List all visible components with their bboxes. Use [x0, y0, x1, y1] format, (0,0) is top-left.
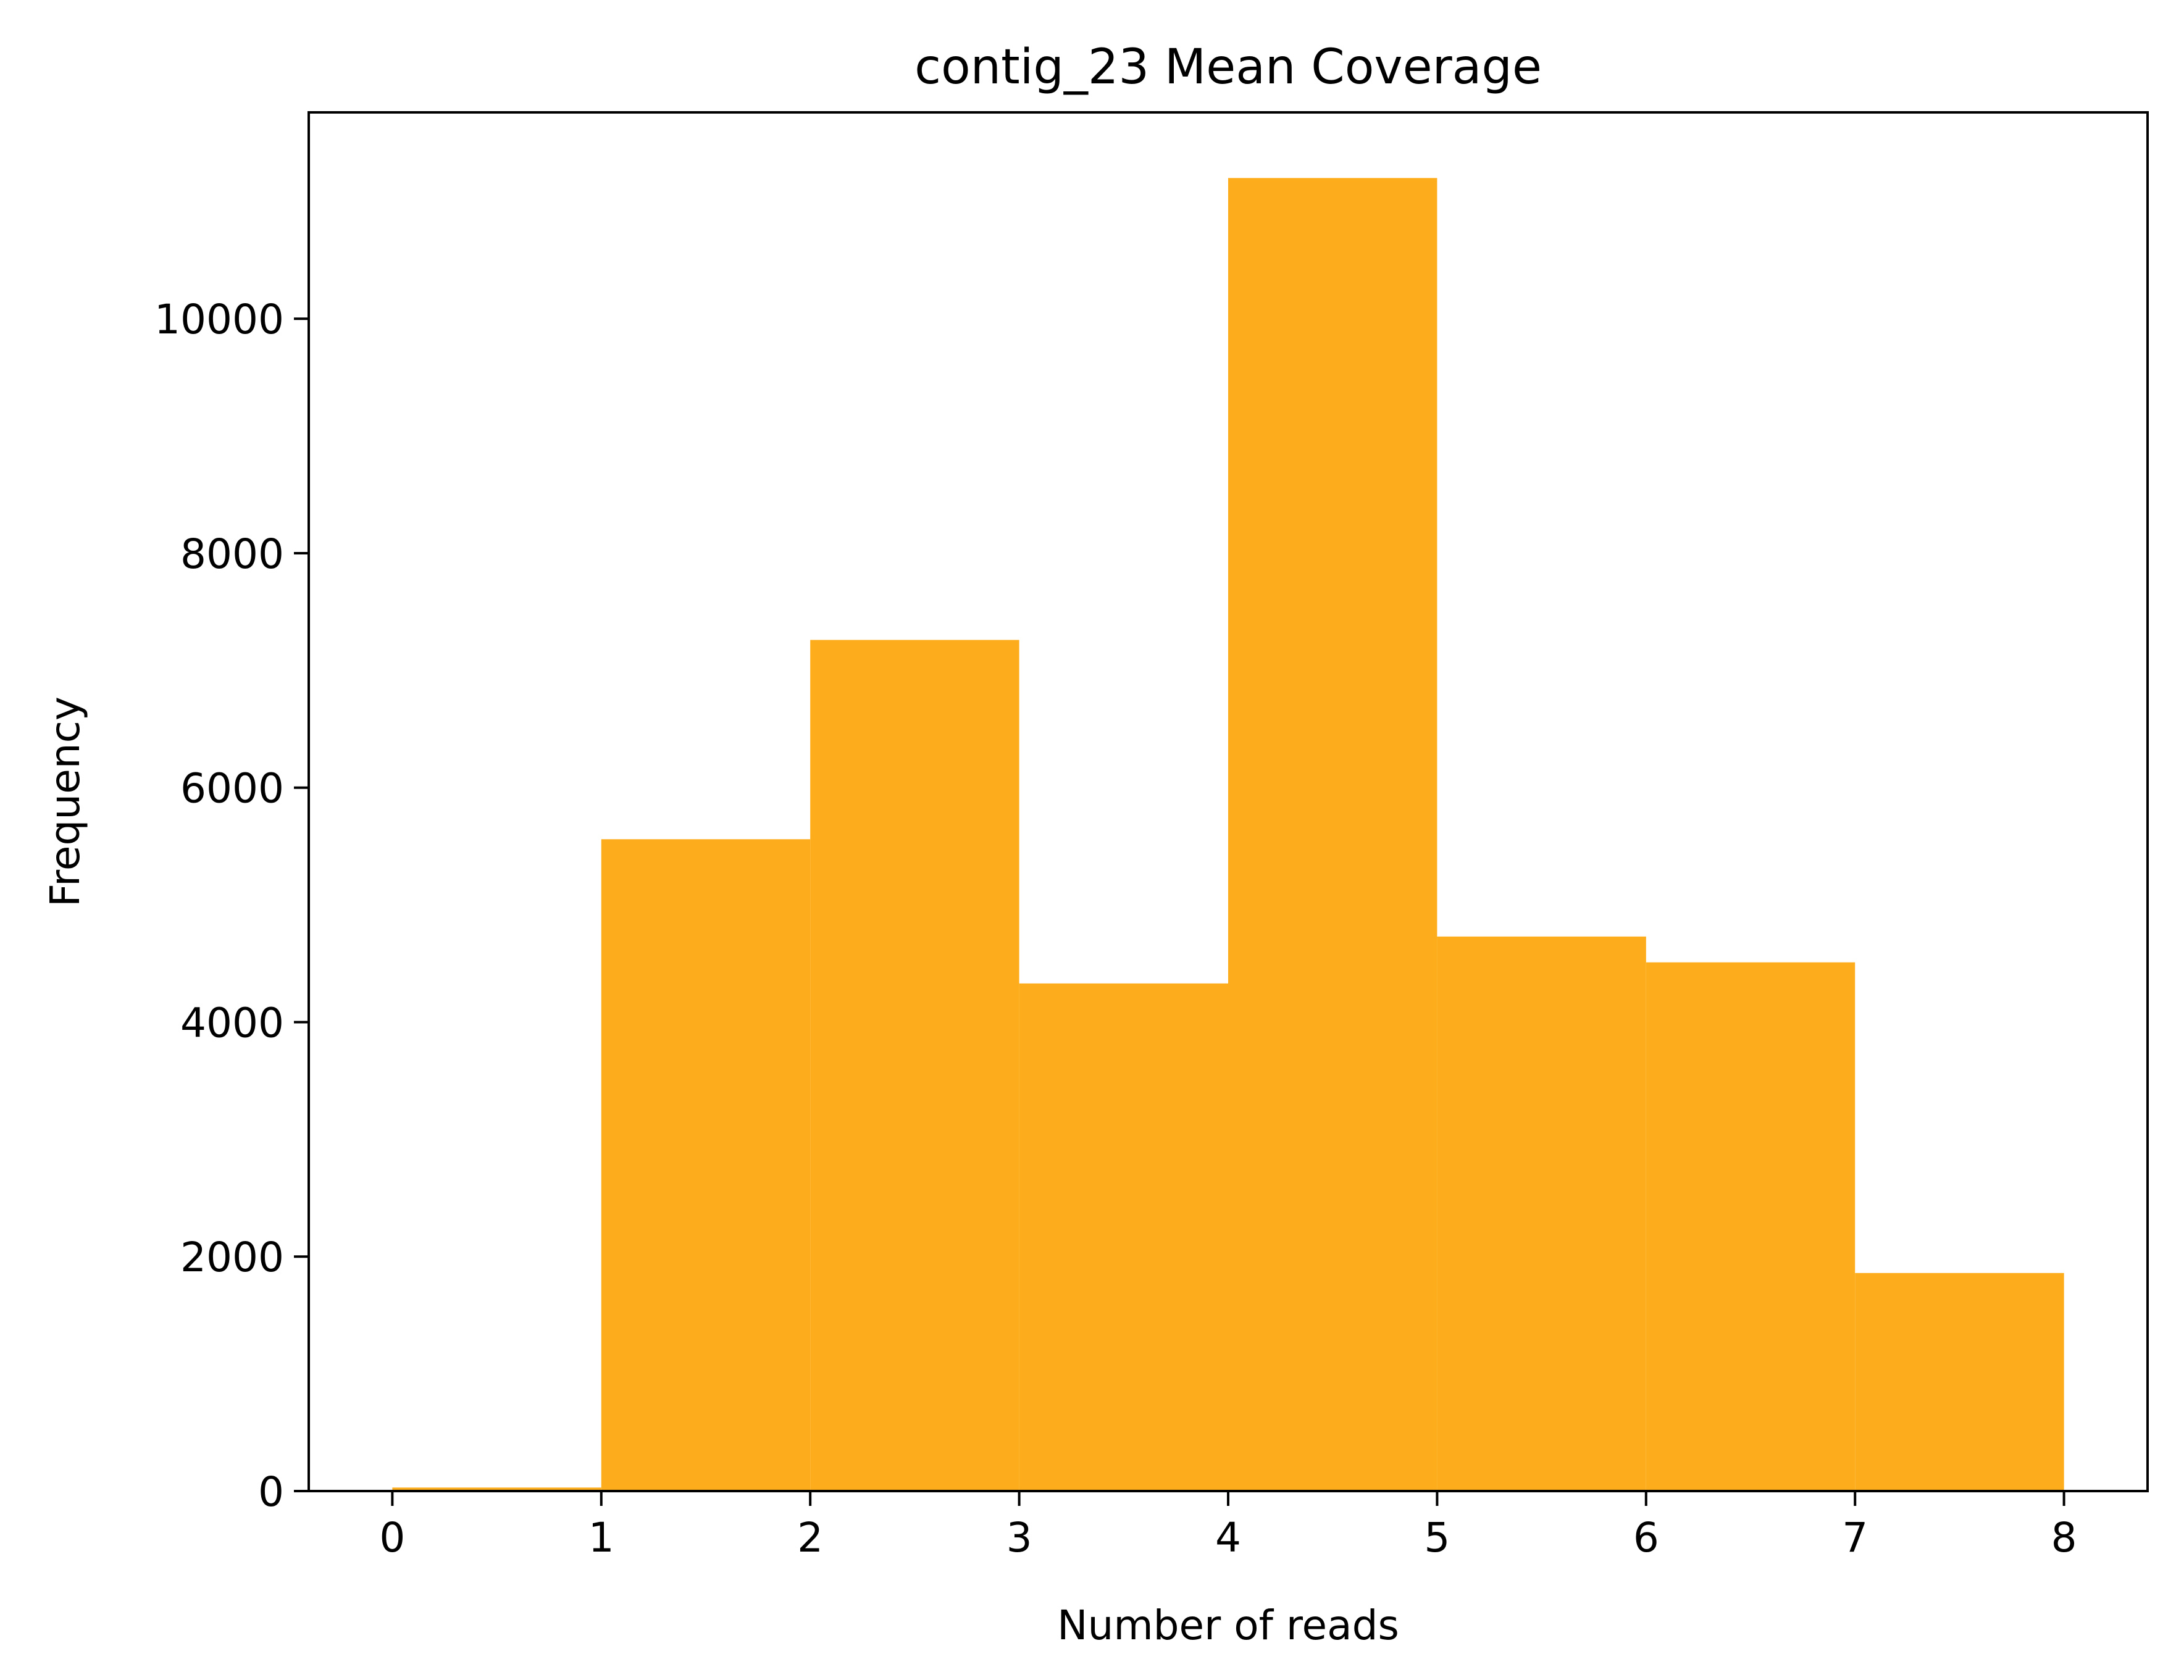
- bars-layer: [392, 178, 2064, 1492]
- histogram-bar-7: [1855, 1273, 2064, 1491]
- y-tick-label: 2000: [180, 1234, 284, 1281]
- histogram-bar-0: [392, 1487, 601, 1491]
- x-tick-label: 2: [797, 1514, 823, 1561]
- y-tick-label: 0: [258, 1468, 284, 1516]
- x-axis-ticks: 0 1 2 3 4 5 6 7 8: [379, 1491, 2077, 1561]
- histogram-bar-4: [1228, 178, 1437, 1492]
- x-tick-label: 7: [1842, 1514, 1868, 1561]
- x-tick-label: 1: [588, 1514, 614, 1561]
- x-tick-label: 8: [2051, 1514, 2077, 1561]
- y-tick-label: 4000: [180, 999, 284, 1047]
- histogram-bar-6: [1646, 962, 1856, 1491]
- y-tick-label: 6000: [180, 765, 284, 813]
- x-tick-label: 3: [1006, 1514, 1032, 1561]
- histogram-bar-5: [1437, 936, 1646, 1491]
- histogram-bar-3: [1019, 983, 1228, 1491]
- y-tick-label: 8000: [180, 530, 284, 578]
- histogram-bar-1: [601, 839, 811, 1491]
- chart-title: contig_23 Mean Coverage: [914, 40, 1542, 95]
- x-tick-label: 0: [379, 1514, 405, 1561]
- y-axis-ticks: 0 2000 4000 6000 8000 10000: [154, 296, 309, 1516]
- x-tick-label: 4: [1215, 1514, 1241, 1561]
- y-axis-label: Frequency: [41, 696, 89, 907]
- x-tick-label: 5: [1424, 1514, 1450, 1561]
- x-tick-label: 6: [1633, 1514, 1659, 1561]
- x-axis-label: Number of reads: [1057, 1602, 1399, 1649]
- y-tick-label: 10000: [154, 296, 284, 343]
- histogram-bar-2: [810, 640, 1019, 1491]
